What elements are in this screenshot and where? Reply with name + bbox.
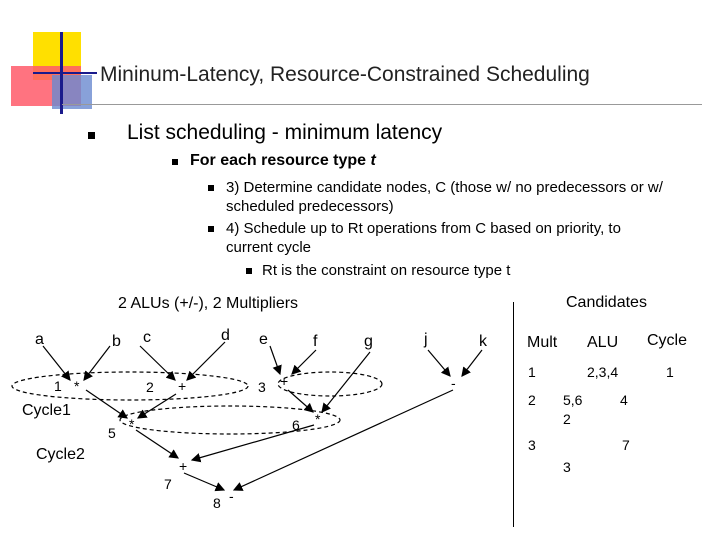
- edge-g-6: [321, 351, 371, 413]
- input-g: g: [364, 333, 373, 350]
- col-header-mult: Mult: [527, 334, 558, 351]
- input-d: d: [221, 327, 230, 344]
- title-underline: [62, 104, 702, 105]
- bullet-marker: [246, 268, 252, 274]
- row2-cycle: 4: [620, 392, 628, 408]
- input-b: b: [112, 333, 121, 350]
- cycle1-label: Cycle1: [22, 402, 71, 419]
- bullet-marker: [88, 132, 95, 139]
- input-c: c: [143, 329, 151, 346]
- node-2-id: 2: [146, 379, 154, 395]
- row3-alu: 3: [563, 459, 571, 475]
- input-f: f: [313, 333, 318, 350]
- deco-horizontal-line: [33, 72, 97, 74]
- node-6-id: 6: [292, 417, 300, 433]
- node-7-op: +: [179, 458, 188, 474]
- slide-title: Mininum-Latency, Resource-Constrained Sc…: [100, 63, 590, 86]
- row1-cycle: 1: [666, 364, 674, 380]
- row1-alu: 2,3,4: [587, 364, 619, 380]
- bullet-list-scheduling: List scheduling - minimum latency: [127, 121, 443, 144]
- bullet-step4-line2: current cycle: [226, 239, 312, 256]
- edge-d-2: [186, 341, 226, 381]
- node-6-op: *: [315, 411, 321, 427]
- node-5-id: 5: [108, 425, 116, 441]
- bullet-marker: [208, 226, 214, 232]
- col-header-cycle: Cycle: [647, 332, 688, 349]
- bullet-marker: [172, 159, 178, 165]
- input-k: k: [479, 333, 487, 350]
- edge-1-5: [85, 389, 128, 419]
- row3-cycle: 7: [622, 437, 630, 453]
- node-4-op: -: [451, 375, 456, 391]
- node-2-op: +: [178, 378, 187, 394]
- edge-6-7: [190, 424, 315, 463]
- bullet-step4-line1: 4) Schedule up to Rt operations from C b…: [226, 220, 621, 237]
- edge-4-8: [232, 389, 454, 491]
- edge-e-3: [269, 345, 282, 376]
- resources-label: 2 ALUs (+/-), 2 Multipliers: [118, 295, 299, 312]
- row2-mult: 2: [528, 392, 536, 408]
- input-j: j: [424, 331, 428, 348]
- edge-3-6: [287, 389, 314, 413]
- node-1-id: 1: [54, 378, 62, 394]
- node-5-op: *: [129, 416, 135, 432]
- cycle1-grouping: [11, 371, 249, 401]
- edge-c-2: [139, 345, 176, 381]
- node-8-id: 8: [213, 495, 221, 511]
- edge-7-8: [183, 472, 226, 492]
- row1-mult: 1: [528, 364, 536, 380]
- node-8-op: -: [229, 488, 234, 504]
- table-divider: [513, 302, 514, 527]
- cycle1-grouping-right: [277, 371, 383, 397]
- node-3-id: 3: [258, 379, 266, 395]
- edge-b-1: [83, 345, 111, 381]
- row3-mult: 3: [528, 437, 536, 453]
- bullet-marker: [208, 185, 214, 191]
- deco-blue-block: [52, 75, 92, 109]
- bullet-rt-constraint: Rt is the constraint on resource type t: [262, 262, 511, 279]
- node-3-op: +: [280, 373, 289, 389]
- bullet-resource-type-text: For each resource type: [190, 152, 371, 169]
- cycle2-grouping: [119, 405, 341, 435]
- row2-alu: 5,6: [563, 392, 583, 408]
- bullet-resource-type: For each resource type t: [190, 152, 376, 170]
- cycle2-label: Cycle2: [36, 446, 85, 463]
- edge-2-5: [136, 393, 177, 419]
- node-7-id: 7: [164, 476, 172, 492]
- candidates-title: Candidates: [566, 294, 647, 311]
- node-1-op: *: [74, 378, 80, 394]
- row2-alu2: 2: [563, 411, 571, 427]
- edge-k-4: [461, 349, 483, 377]
- input-a: a: [35, 331, 44, 348]
- edge-f-3: [291, 349, 317, 375]
- bullet-step3-line1: 3) Determine candidate nodes, C (those w…: [226, 179, 663, 196]
- edge-5-7: [135, 429, 179, 459]
- col-header-alu: ALU: [587, 334, 619, 351]
- edge-j-4: [427, 349, 451, 377]
- input-e: e: [259, 331, 268, 348]
- bullet-resource-type-var: t: [370, 152, 376, 169]
- bullet-step3-line2: scheduled predecessors): [226, 198, 394, 215]
